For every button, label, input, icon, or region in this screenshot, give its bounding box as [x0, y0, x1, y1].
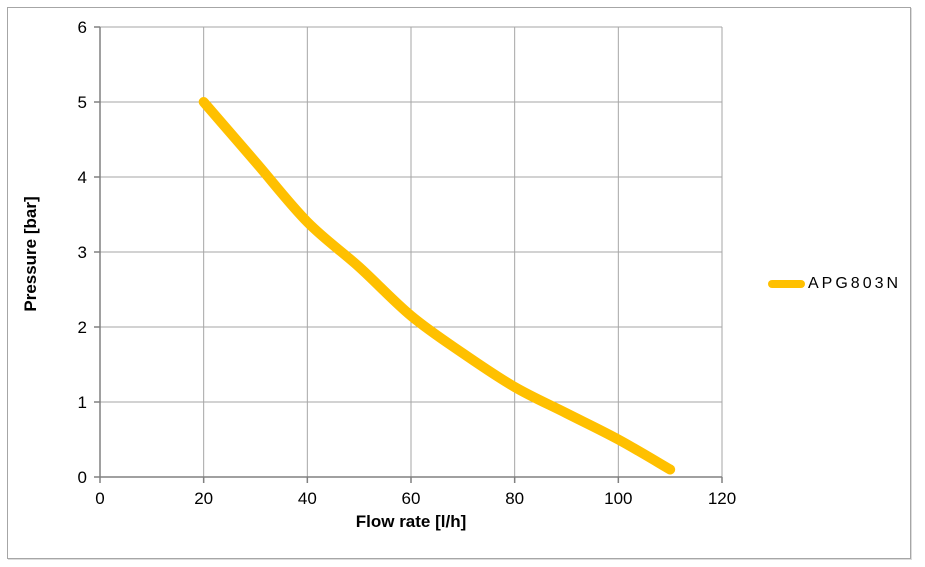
x-tick-label-120: 120: [708, 489, 736, 508]
x-tick-label-0: 0: [95, 489, 104, 508]
x-tick-label-100: 100: [604, 489, 632, 508]
x-tick-label-60: 60: [402, 489, 421, 508]
y-tick-label-6: 6: [78, 18, 87, 37]
y-tick-label-0: 0: [78, 468, 87, 487]
x-axis-title: Flow rate [l/h]: [355, 512, 467, 531]
y-tick-label-4: 4: [78, 168, 87, 187]
x-tick-label-80: 80: [505, 489, 524, 508]
x-tick-label-20: 20: [194, 489, 213, 508]
y-axis-title: Pressure [bar]: [21, 196, 40, 312]
x-tick-label-40: 40: [298, 489, 317, 508]
series-curve-APG803N: [198, 97, 676, 475]
legend-series-label: APG803N: [808, 275, 902, 292]
legend-line-swatch: [768, 280, 805, 288]
y-tick-label-3: 3: [78, 243, 87, 262]
y-tick-label-2: 2: [78, 318, 87, 337]
y-tick-label-5: 5: [78, 93, 87, 112]
y-tick-label-1: 1: [78, 393, 87, 412]
legend: APG803N: [768, 275, 901, 293]
chart-frame: [7, 7, 911, 559]
